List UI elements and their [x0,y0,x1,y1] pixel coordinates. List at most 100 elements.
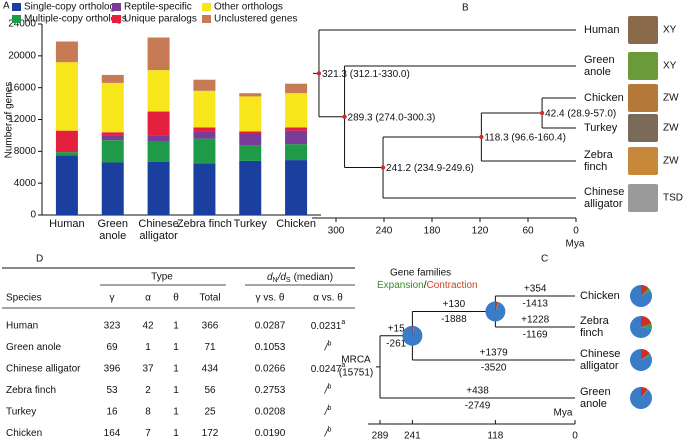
cell-superscript: a [341,319,345,326]
expansion-label: +15 [388,323,405,334]
legend-contraction: Contraction [426,280,477,291]
bar-segment [239,131,262,134]
pie-slice [641,323,653,330]
table-cell: Human [6,321,38,332]
bar-segment [193,127,216,132]
table-cell: /b [324,426,332,439]
species-photo [628,84,658,112]
node-dot [479,134,484,140]
bar-segment [101,162,124,215]
bar-segment [193,138,216,164]
y-tick-label: 12000 [8,114,36,125]
y-tick-label: 24000 [8,19,36,30]
x-tick-label: 241 [404,431,421,442]
node-age-label: 42.4 (28.9-57.0) [545,109,616,120]
table-cell: 69 [106,342,118,353]
sex-system: ZW [663,123,679,134]
leaf-label: Green anole [584,54,615,78]
x-tick-label: Chinese alligator [138,218,179,242]
table-cell: 71 [204,342,216,353]
table-cell: 56 [204,385,216,396]
bar-segment [239,96,262,132]
table-cell: Chicken [6,428,42,439]
table-cell: Green anole [6,342,61,353]
bar-segment [147,37,170,71]
pie-slice [641,285,649,296]
table-cell: /b [324,405,332,418]
table-cell: 172 [202,428,219,439]
cell-text: / [324,407,329,418]
leaf-label: Green anole [580,386,611,410]
x-tick-label: Human [49,218,85,230]
table-cell: 0.0190 [255,428,286,439]
pie-slice [412,325,414,336]
panel-label: C [541,254,548,265]
table-cell: 366 [202,321,219,332]
sex-system: XY [663,61,677,72]
bar-segment [285,160,308,215]
group-header: Type [151,272,173,283]
bar-segment [147,70,170,112]
legend-label: Unclustered genes [214,14,297,25]
node-dot [380,165,386,170]
species-photo [628,184,658,212]
header-part: S [286,277,291,284]
bar-segment [285,130,308,145]
bar-segment [193,163,216,215]
pie-slice [641,316,652,327]
legend-label: Other orthologs [214,2,283,13]
table-cell: 1 [173,428,179,439]
group-header: dN/dS (median) [267,272,333,284]
table-cell: 1 [173,342,179,353]
bar-segment [193,131,216,139]
table-cell: 0.0287 [255,321,286,332]
leaf-label: Turkey [584,122,618,134]
table-cell: 1 [173,321,179,332]
x-tick-label: 0 [573,226,579,237]
table-cell: 0.0247a [311,362,346,375]
root-count: (15751) [339,368,373,379]
x-tick-label: 300 [328,226,345,237]
pie-slice [630,285,652,308]
leaf-label: Chicken [580,290,620,302]
sex-system: ZW [663,156,679,167]
sex-system: XY [663,25,677,36]
cell-text: / [324,342,329,353]
column-header: Species [6,293,42,304]
pie-slice [402,325,423,346]
table-cell: Turkey [6,407,36,418]
cell-superscript: b [327,340,331,347]
cell-text: 0.0247 [311,364,342,375]
header-part: N [273,277,278,284]
x-tick-label: 289 [372,431,389,442]
expansion-label: +354 [524,284,547,295]
species-photo [628,147,658,175]
legend-swatch [112,15,121,23]
table-cell: 2 [145,385,151,396]
sex-system: TSD [663,193,683,204]
leaf-label: Chinese alligator [584,186,625,210]
x-tick-label: 240 [376,226,393,237]
cell-text: / [324,428,329,439]
x-tick-label: 180 [424,226,441,237]
bar-segment [147,161,170,215]
expansion-label: +1228 [521,315,550,326]
bar-segment [285,144,308,161]
column-header: θ [173,293,179,304]
y-tick-label: 8000 [14,146,37,157]
table-cell: 323 [104,321,121,332]
pie-slice [641,387,648,398]
cell-text: 0.0231 [311,321,342,332]
cell-text: / [324,385,329,396]
node-age-label: 321.3 (312.1-330.0) [322,69,410,80]
legend-swatch [112,3,121,11]
species-photo [628,114,658,142]
species-photo [628,16,658,44]
bar-segment [285,83,308,94]
table-cell: 42 [142,321,154,332]
contraction-label: -2749 [465,401,491,412]
panel-label: A [3,1,10,12]
table-cell: 396 [104,364,121,375]
cell-superscript: a [341,362,345,369]
bar-segment [239,160,262,215]
